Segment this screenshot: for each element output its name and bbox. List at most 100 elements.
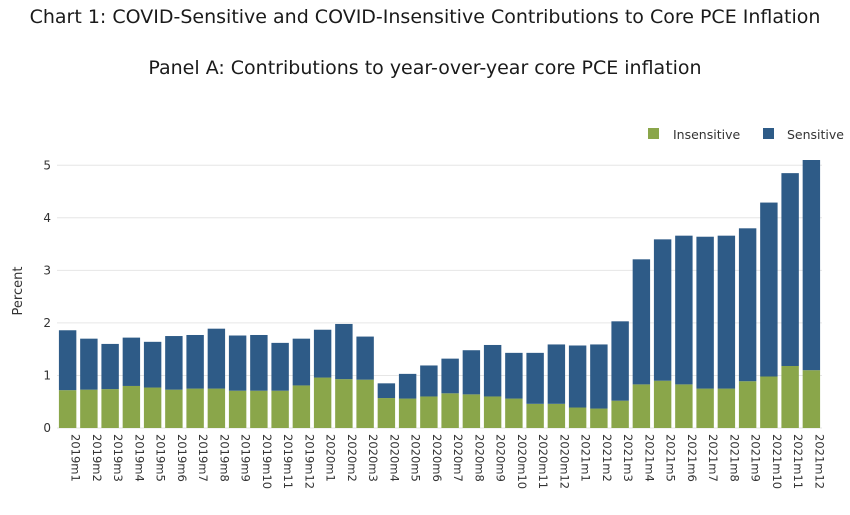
x-tick-label: 2020m10 [515, 434, 529, 489]
x-tick-label: 2019m6 [175, 434, 189, 482]
x-tick-label: 2020m4 [387, 434, 401, 482]
x-tick-label: 2020m6 [430, 434, 444, 482]
gridlines [57, 164, 822, 429]
x-tick-label: 2020m9 [494, 434, 508, 482]
x-tick-label: 2020m1 [324, 434, 338, 482]
bar-insensitive [526, 403, 544, 428]
bar-sensitive [165, 336, 183, 390]
bar-insensitive [80, 389, 98, 428]
legend-label-insensitive: Insensitive [673, 127, 740, 142]
bar-sensitive [122, 337, 141, 386]
bar-insensitive [802, 370, 821, 428]
bar-insensitive [611, 400, 629, 428]
x-tick-label: 2021m2 [600, 434, 614, 482]
bar-insensitive [58, 390, 77, 428]
x-tick-label: 2021m5 [664, 434, 678, 482]
x-tick-label: 2020m3 [366, 434, 380, 482]
bar-sensitive [101, 343, 119, 390]
x-tick-label: 2020m2 [345, 434, 359, 482]
bar-sensitive [526, 352, 544, 404]
bar-insensitive [483, 396, 502, 428]
bar-insensitive [696, 388, 714, 428]
x-tick-label: 2020m5 [409, 434, 423, 482]
bar-insensitive [420, 396, 438, 428]
bar-sensitive [568, 345, 587, 408]
bar-sensitive [377, 383, 396, 399]
bar-insensitive [398, 398, 417, 428]
x-tick-label: 2021m12 [812, 434, 826, 489]
bar-sensitive [186, 334, 204, 389]
x-axis: 2019m1 2019m2 2019m3 2019m4 2019m5 2019m6 2019… [69, 434, 827, 489]
x-tick-label: 2019m3 [111, 434, 125, 482]
bar-sensitive [441, 358, 459, 394]
x-tick-label: 2019m10 [260, 434, 274, 489]
y-tick-label: 3 [43, 263, 51, 277]
x-tick-label: 2021m4 [642, 434, 656, 482]
bar-sensitive [483, 344, 502, 397]
bar-insensitive [675, 384, 693, 428]
bar-insensitive [207, 388, 226, 428]
bar-sensitive [80, 338, 98, 390]
x-tick-label: 2019m8 [217, 434, 231, 482]
legend-swatch-sensitive [763, 128, 774, 139]
legend: Insensitive Sensitive [648, 127, 844, 142]
bar-insensitive [356, 379, 374, 428]
bar-sensitive [250, 334, 268, 391]
y-axis-label: Percent [11, 267, 26, 316]
x-tick-label: 2020m7 [451, 434, 465, 482]
y-axis: 0 1 2 3 4 5 [43, 158, 51, 435]
bar-sensitive [292, 338, 311, 386]
bar-insensitive [738, 381, 757, 428]
chart-title: Chart 1: COVID-Sensitive and COVID-Insen… [29, 6, 821, 28]
bar-sensitive [696, 236, 714, 389]
bar-insensitive [590, 408, 608, 428]
bar-insensitive [547, 403, 566, 428]
y-tick-label: 2 [43, 316, 51, 330]
bar-sensitive [356, 336, 374, 380]
bar-insensitive [568, 407, 587, 428]
bar-insensitive [101, 389, 119, 428]
x-tick-label: 2020m12 [557, 434, 571, 489]
x-tick-label: 2019m5 [154, 434, 168, 482]
bar-insensitive [271, 390, 289, 428]
bar-sensitive [143, 341, 162, 388]
x-tick-label: 2021m7 [706, 434, 720, 482]
x-tick-label: 2019m9 [239, 434, 253, 482]
bar-sensitive [271, 342, 289, 391]
x-tick-label: 2019m7 [196, 434, 210, 482]
x-tick-label: 2021m3 [621, 434, 635, 482]
bar-insensitive [781, 365, 799, 428]
bar-insensitive [250, 390, 268, 428]
bar-sensitive [675, 235, 693, 385]
x-tick-label: 2019m12 [302, 434, 316, 489]
bar-insensitive [441, 393, 459, 428]
bar-insensitive [717, 388, 736, 428]
x-tick-label: 2019m4 [132, 434, 146, 482]
bar-insensitive [313, 377, 332, 428]
x-tick-label: 2019m11 [281, 434, 295, 489]
bar-sensitive [653, 239, 672, 381]
x-tick-label: 2021m1 [579, 434, 593, 482]
bar-insensitive [165, 389, 183, 428]
bar-sensitive [632, 259, 651, 385]
y-tick-label: 4 [43, 211, 51, 225]
bar-insensitive [462, 394, 481, 428]
bar-insensitive [505, 398, 523, 428]
bar-insensitive [186, 388, 204, 428]
x-tick-label: 2019m1 [69, 434, 83, 482]
bar-sensitive [335, 323, 353, 380]
bar-insensitive [122, 385, 141, 428]
bar-sensitive [760, 202, 778, 377]
bar-insensitive [143, 387, 162, 428]
bar-insensitive [653, 380, 672, 428]
bar-sensitive [802, 160, 821, 371]
legend-label-sensitive: Sensitive [787, 127, 844, 142]
bar-sensitive [547, 344, 566, 404]
bar-insensitive [377, 398, 396, 428]
bar-sensitive [420, 365, 438, 397]
bar-insensitive [292, 385, 311, 428]
x-tick-label: 2021m8 [727, 434, 741, 482]
x-tick-label: 2021m10 [770, 434, 784, 489]
bar-insensitive [335, 379, 353, 428]
